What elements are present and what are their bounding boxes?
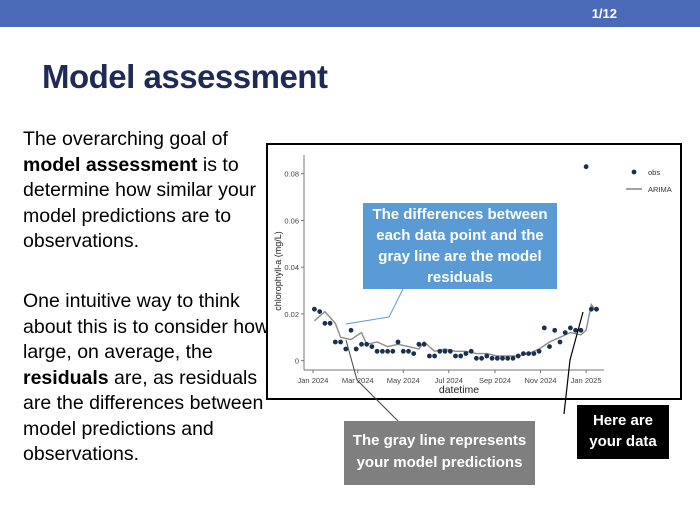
obs-point <box>515 353 521 359</box>
obs-point <box>317 309 323 314</box>
obs-point <box>562 330 568 335</box>
obs-point <box>322 320 328 326</box>
y-tick-label: 0.06 <box>284 216 299 225</box>
obs-point <box>505 355 511 361</box>
x-tick-label: Jan 2024 <box>298 376 329 385</box>
obs-point <box>427 353 432 359</box>
text-run: One intuitive way to think about this is… <box>23 290 270 363</box>
obs-point <box>489 355 495 361</box>
obs-point <box>484 353 490 359</box>
x-tick-labels: Jan 2024 Mar 2024 May 2024 Jul 2024 Sep 2024… <box>298 370 602 385</box>
chart-legend: obs ARIMA <box>626 168 672 194</box>
obs-point <box>463 351 469 356</box>
obs-point <box>510 355 516 361</box>
y-axis-label: chlorophyll-a (mg/L) <box>273 231 283 311</box>
x-tick-label: Jan 2025 <box>571 376 602 385</box>
paragraph-residuals-explanation: One intuitive way to think about this is… <box>23 289 273 468</box>
y-tick-label: 0.08 <box>284 170 299 179</box>
obs-point <box>573 327 578 333</box>
obs-point <box>385 348 390 354</box>
bold-term: model assessment <box>23 153 198 176</box>
top-bar <box>0 0 700 27</box>
legend-obs-label: obs <box>648 168 660 177</box>
text-run: is to determine how similar your model p… <box>23 153 257 253</box>
obs-point <box>437 348 443 354</box>
arima-line <box>313 302 598 357</box>
bold-term: residuals <box>23 366 109 389</box>
data-callout: Here are your data <box>577 405 669 459</box>
obs-point <box>526 351 531 356</box>
callout-line: The differences between <box>372 206 548 223</box>
y-tick-label: 0.04 <box>284 263 299 272</box>
obs-point <box>568 325 573 331</box>
obs-point <box>583 164 589 170</box>
callout-line: gray line are the model <box>378 248 542 265</box>
callout-line: your data <box>589 433 657 450</box>
obs-point <box>458 353 464 359</box>
obs-point <box>369 344 375 349</box>
obs-point <box>348 327 354 333</box>
callout-line: Here are <box>592 412 654 429</box>
callout-line: The gray line represents <box>352 432 527 449</box>
obs-point <box>500 355 505 361</box>
obs-point <box>359 341 364 347</box>
obs-point <box>468 348 474 354</box>
obs-point <box>364 341 370 347</box>
obs-point <box>343 346 349 352</box>
obs-point <box>395 339 401 345</box>
obs-point <box>327 320 333 326</box>
residuals-callout: The differences between each data point … <box>363 203 557 289</box>
x-tick-label: Jul 2024 <box>435 376 463 385</box>
obs-point <box>578 327 584 333</box>
y-tick-label: 0.02 <box>284 310 299 319</box>
obs-point <box>547 344 552 349</box>
text-run: are, as residuals are the differences be… <box>23 366 264 466</box>
x-tick-label: Sep 2024 <box>479 376 511 385</box>
x-tick-label: May 2024 <box>387 376 420 385</box>
obs-point <box>374 348 380 354</box>
legend-arima-label: ARIMA <box>648 185 672 194</box>
obs-point <box>432 353 437 359</box>
slide-title: Model assessment <box>42 58 328 95</box>
callout-line: each data point and the <box>376 227 544 244</box>
obs-point <box>390 348 396 354</box>
obs-point <box>557 339 563 345</box>
obs-point <box>588 306 594 312</box>
obs-point <box>552 327 558 333</box>
obs-point <box>353 346 359 352</box>
x-tick-label: Mar 2024 <box>342 376 374 385</box>
legend-obs-marker <box>631 169 637 175</box>
obs-point <box>332 339 338 345</box>
obs-point <box>380 348 385 354</box>
y-tick-labels: 0 0.02 0.04 0.06 0.08 <box>284 170 304 366</box>
arima-series <box>313 302 598 357</box>
y-tick-label: 0 <box>295 357 299 366</box>
text-run: The overarching goal of <box>23 128 228 150</box>
x-axis-label: datetime <box>439 384 479 396</box>
obs-point <box>442 348 448 354</box>
obs-point <box>453 353 458 359</box>
obs-point <box>541 325 547 331</box>
predictions-callout: The gray line represents your model pred… <box>344 421 535 485</box>
obs-point <box>400 348 406 354</box>
obs-point <box>406 348 411 354</box>
x-tick-label: Nov 2024 <box>525 376 557 385</box>
callout-line: your model predictions <box>356 454 523 471</box>
obs-point <box>421 341 427 347</box>
slide-number: 1/12 <box>591 6 617 21</box>
obs-point <box>494 355 500 361</box>
obs-point <box>531 351 537 356</box>
callout-line: residuals <box>427 269 493 286</box>
obs-point <box>338 339 343 345</box>
paragraph-model-assessment-goal: The overarching goal of model assessment… <box>23 127 273 255</box>
obs-point <box>411 351 417 356</box>
obs-point <box>536 348 542 354</box>
obs-point <box>447 348 453 354</box>
obs-point <box>416 341 422 347</box>
obs-point <box>479 355 484 361</box>
obs-point <box>594 306 599 312</box>
obs-point <box>474 355 479 361</box>
obs-point <box>521 351 526 356</box>
obs-point <box>312 306 317 312</box>
